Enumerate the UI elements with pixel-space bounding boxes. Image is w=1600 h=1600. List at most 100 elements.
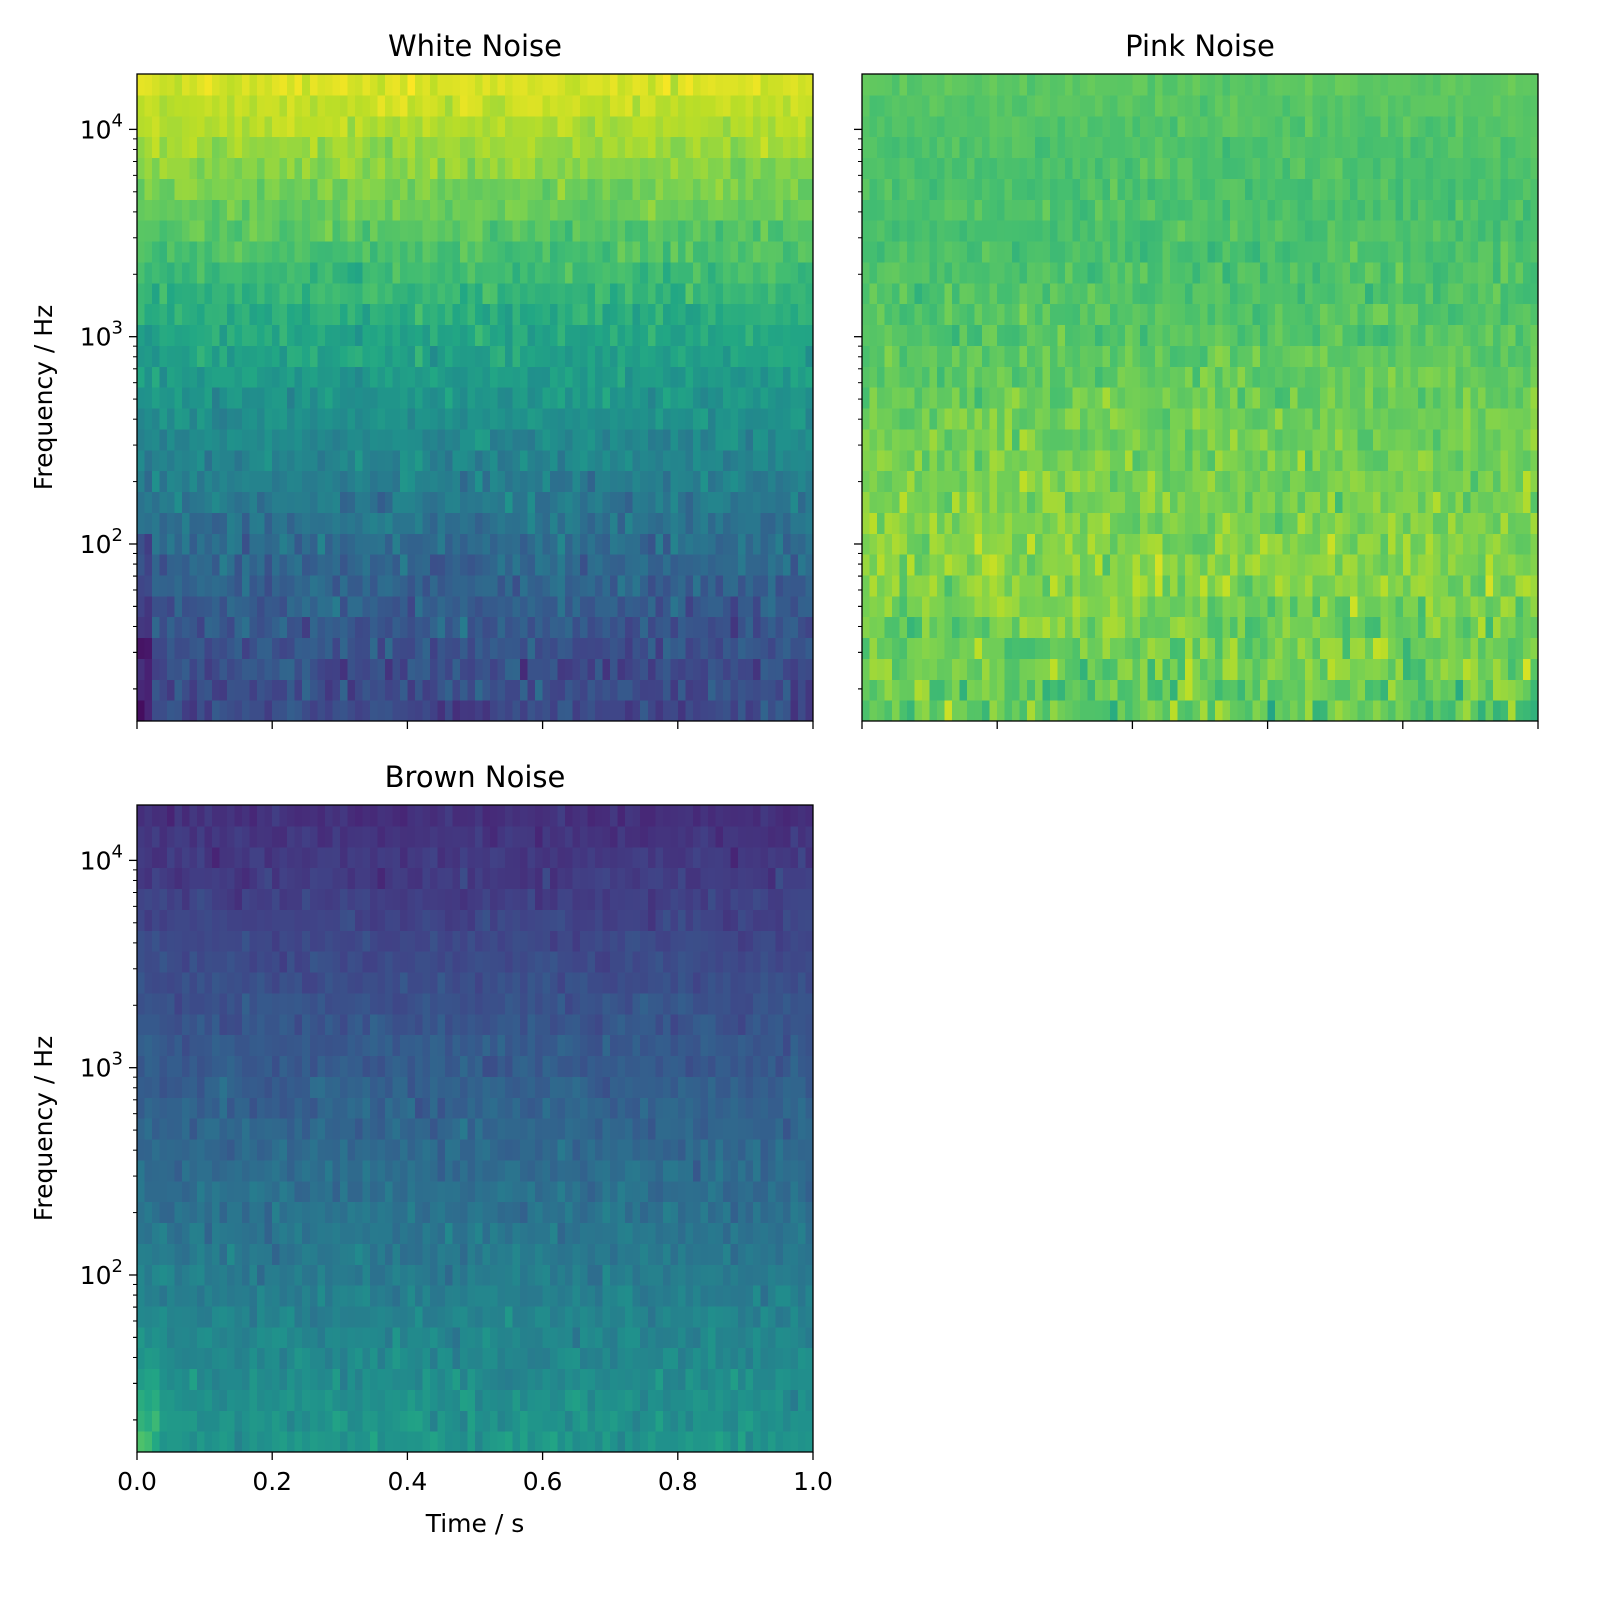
heatmap-cell [219,136,228,159]
heatmap-cell [1184,366,1194,388]
heatmap-cell [1117,261,1126,284]
heatmap-cell [892,303,901,326]
heatmap-cell [707,74,716,96]
heatmap-cell [700,428,709,451]
heatmap-cell [1327,345,1336,367]
heatmap-cell [182,261,191,284]
heatmap-cell [444,240,454,263]
heatmap-cell [1470,679,1479,701]
heatmap-cell [1440,700,1449,722]
heatmap-cell [797,94,807,117]
heatmap-cell [1372,595,1381,618]
heatmap-cell [1064,303,1073,326]
heatmap-cell [1440,407,1449,430]
heatmap-cell [869,512,878,534]
heatmap-cell [1417,240,1426,263]
heatmap-cell [662,157,671,179]
heatmap-cell [565,220,574,242]
heatmap-cell [805,366,814,388]
heatmap-cell [1252,554,1261,576]
heatmap-cell [407,533,416,555]
heatmap-cell [174,554,183,576]
heatmap-cell [1260,282,1269,305]
heatmap-cell [967,512,976,534]
heatmap-cell [1215,303,1224,326]
heatmap-cell [227,512,236,534]
heatmap-cell [362,94,371,117]
heatmap-cell [760,449,769,472]
heatmap-cell [1004,324,1013,346]
heatmap-cell [1522,616,1532,639]
heatmap-cell [1447,616,1456,639]
heatmap-cell [384,470,393,493]
heatmap-cell [354,178,363,200]
heatmap-cell [234,637,243,659]
heatmap-cell [662,366,671,388]
heatmap-cell [347,679,356,701]
heatmap-cell [677,679,686,701]
heatmap-cell [1267,387,1276,409]
heatmap-cell [189,658,198,680]
heatmap-cell [869,574,878,597]
heatmap-cell [1147,220,1156,242]
heatmap-cell [595,533,604,555]
heatmap-cell [1305,240,1314,263]
heatmap-cell [617,261,626,284]
heatmap-cell [982,324,991,346]
heatmap-cell [580,157,589,179]
heatmap-cell [174,679,183,701]
heatmap-cell [982,554,991,576]
heatmap-cell [1485,616,1494,639]
heatmap-cell [760,366,769,388]
heatmap-cell [1102,282,1111,305]
heatmap-cell [309,199,318,221]
heatmap-cell [662,136,671,159]
heatmap-cell [1027,261,1036,284]
heatmap-cell [974,616,983,639]
heatmap-cell [497,157,506,179]
heatmap-cell [159,616,168,639]
heatmap-cell [189,261,198,284]
heatmap-cell [602,658,611,680]
heatmap-cell [542,428,551,451]
heatmap-cell [1124,637,1133,659]
heatmap-cell [745,574,754,597]
heatmap-cell [1079,449,1088,472]
heatmap-cell [1335,658,1344,680]
heatmap-cell [1230,533,1239,555]
heatmap-cell [422,574,431,597]
heatmap-cell [1215,679,1224,701]
heatmap-cell [324,199,333,221]
heatmap-cell [152,449,161,472]
heatmap-cell [1530,512,1539,534]
heatmap-cell [377,533,386,555]
heatmap-cell [249,261,258,284]
heatmap-cell [1004,282,1013,305]
heatmap-cell [775,261,784,284]
heatmap-cell [1432,449,1441,472]
heatmap-cell [1109,366,1118,388]
heatmap-cell [137,595,146,618]
heatmap-cell [294,407,303,430]
heatmap-cell [1132,491,1141,513]
heatmap-cell [527,700,536,722]
heatmap-cell [535,303,544,326]
heatmap-cell [730,345,739,367]
heatmap-cell [737,240,746,263]
heatmap-cell [144,157,153,179]
heatmap-cell [685,407,694,430]
heatmap-cell [1087,407,1096,430]
heatmap-cell [1515,324,1524,346]
heatmap-cell [929,407,938,430]
heatmap-cell [989,366,998,388]
heatmap-cell [914,407,923,430]
heatmap-cell [152,637,161,659]
heatmap-cell [1320,282,1329,305]
heatmap-cell [617,345,626,367]
heatmap-cell [632,533,641,555]
heatmap-cell [482,470,491,493]
heatmap-cell [1522,637,1532,659]
heatmap-cell [369,136,378,159]
heatmap-cell [1072,574,1081,597]
heatmap-cell [565,428,574,451]
